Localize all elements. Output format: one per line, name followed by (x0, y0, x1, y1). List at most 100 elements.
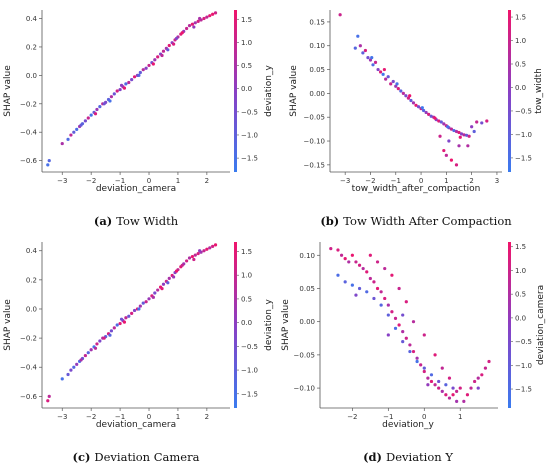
colorbar-tick-label: −1.0 (515, 131, 532, 139)
data-point (153, 291, 157, 295)
data-point (372, 280, 376, 284)
data-point (75, 362, 79, 366)
data-point (202, 249, 206, 253)
data-point (415, 359, 419, 364)
data-point (115, 323, 119, 327)
caption-letter: (b) (320, 214, 339, 228)
data-point (371, 63, 375, 67)
caption-text: Deviation Y (386, 450, 453, 464)
data-point (196, 19, 200, 23)
data-point (69, 133, 73, 137)
data-point (205, 15, 209, 19)
colorbar-tick-label: 1.5 (515, 243, 526, 251)
data-point (444, 393, 448, 397)
data-point (193, 253, 197, 257)
data-point (132, 308, 137, 313)
data-point (208, 14, 212, 18)
data-point (144, 300, 148, 304)
x-tick-label: 0 (422, 413, 426, 421)
data-point (386, 75, 390, 79)
data-point (83, 353, 87, 358)
colorbar-tick-label: 0.5 (515, 291, 526, 299)
data-point (447, 396, 452, 400)
y-tick-label: 0.10 (299, 252, 315, 260)
data-point (469, 386, 473, 390)
data-point (66, 137, 70, 141)
y-tick-label: 0.05 (299, 285, 315, 293)
data-point (472, 129, 476, 134)
colorbar-tick-label: −0.5 (515, 107, 532, 115)
scatter-points (46, 243, 218, 403)
colorbar (234, 10, 237, 172)
data-point (185, 259, 189, 263)
data-point (485, 119, 489, 123)
y-axis-ticks: −0.6 −0.4 −0.2 0.0 0.2 0.4 (20, 247, 42, 401)
data-point (395, 82, 399, 86)
x-axis-label: deviation_y (382, 420, 434, 430)
x-tick-label: −2 (347, 413, 357, 421)
data-point (93, 346, 98, 350)
data-point (470, 125, 474, 129)
data-point (115, 89, 119, 93)
data-point (151, 295, 155, 299)
colorbar-tick-label: 0.0 (241, 319, 252, 327)
data-point (144, 66, 148, 70)
data-point (124, 316, 128, 320)
data-point (411, 101, 416, 105)
colorbar-tick-label: −1.5 (515, 386, 532, 394)
data-point (379, 303, 383, 307)
caption-letter: (c) (73, 450, 91, 464)
data-point (372, 296, 376, 301)
data-point (366, 56, 370, 60)
data-point (378, 70, 383, 74)
data-point (483, 366, 488, 370)
y-tick-label: 0.2 (26, 276, 37, 284)
data-point (473, 379, 477, 384)
data-point (480, 121, 484, 125)
data-point (457, 144, 461, 148)
colorbar (508, 242, 511, 408)
data-point (401, 340, 405, 344)
colorbar-tick-label: 1.0 (241, 39, 252, 47)
data-point (60, 377, 64, 381)
y-tick-label: −0.6 (20, 157, 38, 165)
data-point (422, 369, 426, 374)
data-point (46, 399, 50, 403)
y-tick-label: 0.15 (309, 18, 325, 26)
data-point (447, 376, 452, 380)
data-point (411, 320, 416, 324)
data-point (476, 376, 480, 380)
data-point (185, 26, 189, 31)
plot-area (42, 10, 230, 172)
data-point (190, 254, 194, 259)
data-point (166, 48, 170, 52)
data-point (141, 301, 145, 305)
data-point (187, 256, 192, 260)
data-point (462, 399, 466, 403)
data-point (397, 323, 401, 327)
data-point (391, 79, 395, 84)
data-point (151, 62, 155, 66)
data-point (161, 282, 166, 286)
data-point (464, 133, 469, 137)
x-tick-label: −1 (383, 413, 393, 421)
data-point (192, 257, 196, 262)
colorbar-tick-label: −0.5 (241, 108, 258, 116)
data-point (156, 55, 160, 59)
data-point (137, 73, 141, 77)
colorbar-label: tow_width (534, 68, 544, 114)
y-axis-ticks: −0.15 −0.10 −0.05 0.00 0.05 0.10 0.15 (304, 18, 330, 169)
data-point (452, 128, 456, 133)
data-point (208, 246, 212, 250)
panel-caption: (c) Deviation Camera (73, 450, 200, 464)
x-axis-label: deviation_camera (96, 184, 176, 194)
y-tick-label: 0.00 (299, 318, 315, 326)
data-point (187, 24, 192, 28)
data-point (72, 365, 76, 369)
data-point (368, 276, 372, 281)
x-tick-label: 3 (495, 177, 499, 185)
plot-area (320, 242, 498, 408)
data-point (426, 376, 430, 380)
colorbar-tick-label: −1.0 (515, 362, 532, 370)
data-point (358, 44, 362, 48)
